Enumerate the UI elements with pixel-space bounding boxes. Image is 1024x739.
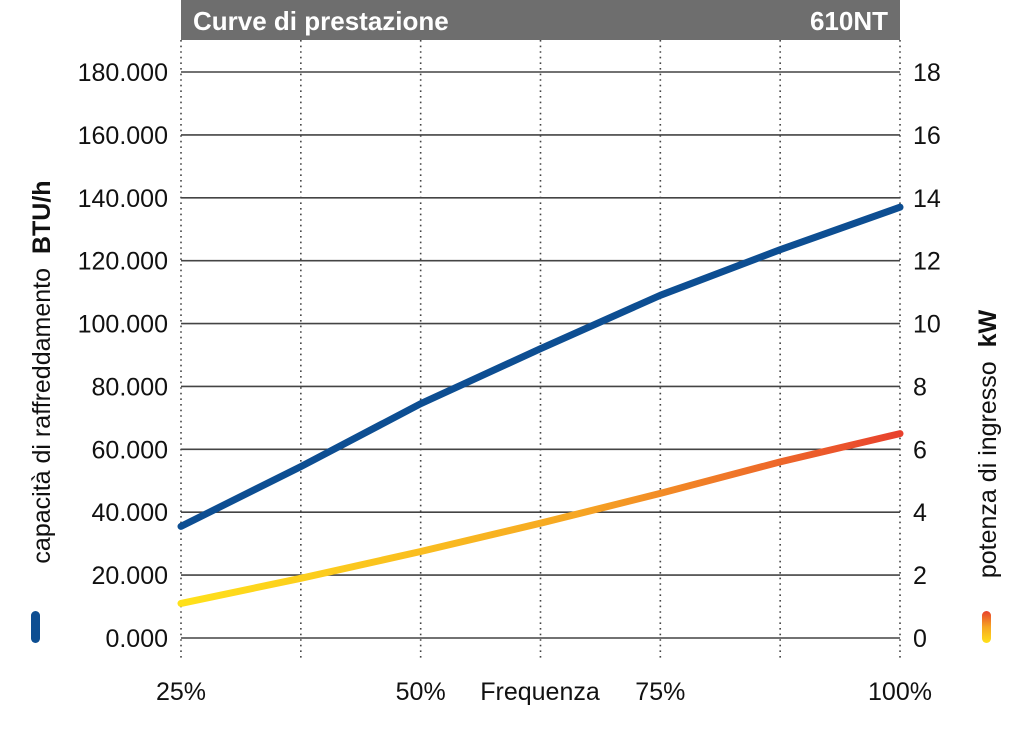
right-axis-title-unit: kW xyxy=(974,309,1002,347)
right-tick-label: 14 xyxy=(913,185,941,213)
left-tick-label: 180.000 xyxy=(78,59,168,87)
x-axis-ticks: 25% 50% 75% 100% xyxy=(156,678,932,706)
left-tick-label: 140.000 xyxy=(78,185,168,213)
cooling-capacity-line xyxy=(177,203,904,530)
left-axis-ticks: 0.000 20.000 40.000 60.000 80.000 100.000 120.… xyxy=(78,59,168,653)
right-axis-ticks: 0 2 4 6 8 10 12 14 16 18 xyxy=(913,59,941,653)
left-tick-label: 60.000 xyxy=(92,436,168,464)
gradient-legend-swatch xyxy=(982,611,991,643)
right-tick-label: 18 xyxy=(913,59,941,87)
left-tick-label: 80.000 xyxy=(92,373,168,401)
x-tick-label: 50% xyxy=(396,678,446,706)
right-tick-label: 16 xyxy=(913,122,941,150)
right-axis-title-prefix: potenza di ingresso xyxy=(974,361,1002,578)
right-tick-label: 10 xyxy=(913,311,941,339)
left-axis-title: capacità di raffreddamento BTU/h xyxy=(28,180,56,563)
blue-legend-swatch xyxy=(31,611,40,643)
left-axis-title-prefix: capacità di raffreddamento xyxy=(28,268,56,564)
input-power-line xyxy=(177,430,904,607)
left-tick-label: 40.000 xyxy=(92,499,168,527)
right-axis-title: potenza di ingresso kW xyxy=(974,309,1002,578)
x-tick-label: 75% xyxy=(635,678,685,706)
left-tick-label: 100.000 xyxy=(78,311,168,339)
left-tick-label: 0.000 xyxy=(105,625,168,653)
right-tick-label: 6 xyxy=(913,436,927,464)
model-name: 610NT xyxy=(810,6,888,36)
x-tick-label: 25% xyxy=(156,678,206,706)
left-tick-label: 20.000 xyxy=(92,562,168,590)
left-tick-label: 120.000 xyxy=(78,248,168,276)
series-lines xyxy=(177,203,904,607)
chart-title: Curve di prestazione xyxy=(193,6,449,36)
right-tick-label: 4 xyxy=(913,499,927,527)
left-tick-label: 160.000 xyxy=(78,122,168,150)
x-tick-label: 100% xyxy=(868,678,932,706)
right-tick-label: 0 xyxy=(913,625,927,653)
header-bar xyxy=(181,0,900,40)
right-tick-label: 2 xyxy=(913,562,927,590)
left-axis-title-unit: BTU/h xyxy=(28,180,56,254)
right-tick-label: 12 xyxy=(913,248,941,276)
x-axis-title: Frequenza xyxy=(480,678,600,706)
right-tick-label: 8 xyxy=(913,373,927,401)
